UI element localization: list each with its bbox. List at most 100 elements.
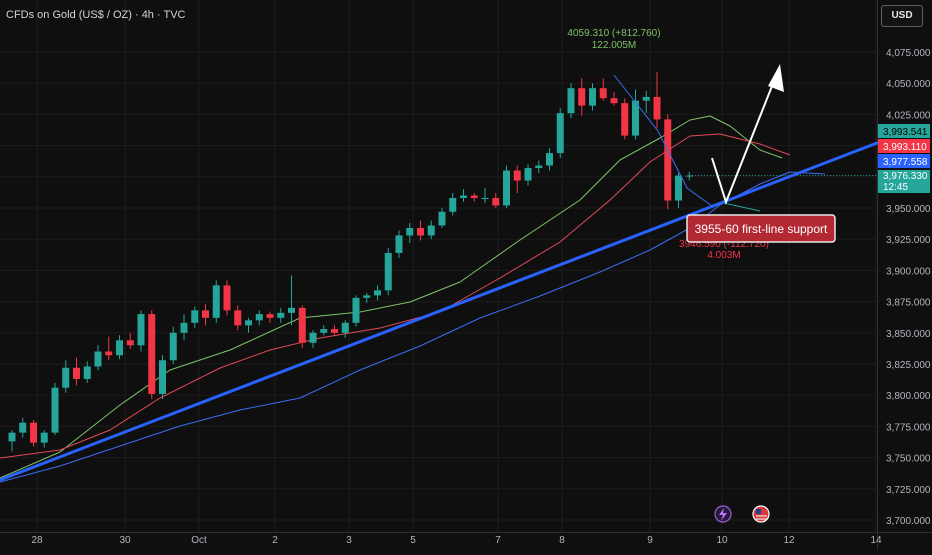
candle[interactable] (191, 306, 199, 328)
projection-arrow-line[interactable] (711, 75, 777, 205)
us-flag-event-icon[interactable] (752, 505, 770, 523)
candle[interactable] (642, 90, 650, 114)
candle[interactable] (148, 310, 156, 399)
candle-body (653, 96, 661, 120)
candle[interactable] (384, 247, 392, 296)
candle[interactable] (535, 160, 543, 174)
candle[interactable] (73, 357, 80, 386)
candle[interactable] (556, 108, 564, 159)
candle[interactable] (374, 285, 381, 301)
candle-body (19, 422, 27, 433)
candle[interactable] (309, 330, 317, 348)
candle-body (427, 225, 435, 236)
candle[interactable] (460, 189, 467, 202)
candle[interactable] (159, 355, 166, 399)
candle[interactable] (94, 345, 102, 371)
candle[interactable] (632, 89, 639, 140)
time-tick-label: 2 (272, 535, 278, 546)
candle[interactable] (481, 188, 489, 204)
candle[interactable] (503, 165, 510, 208)
candle-body (363, 295, 371, 298)
candle[interactable] (417, 220, 424, 241)
candle[interactable] (589, 83, 596, 111)
candle[interactable] (30, 420, 37, 447)
candle[interactable] (245, 317, 252, 333)
candle[interactable] (320, 325, 328, 336)
candle[interactable] (395, 230, 403, 258)
currency-button[interactable]: USD (881, 5, 923, 27)
candle[interactable] (492, 193, 500, 208)
candle[interactable] (169, 326, 177, 364)
candle[interactable] (277, 307, 285, 323)
candle[interactable] (255, 310, 263, 326)
candle[interactable] (664, 114, 672, 210)
candle[interactable] (298, 305, 306, 348)
candle[interactable] (546, 148, 553, 171)
candle[interactable] (116, 335, 123, 360)
candle[interactable] (363, 292, 371, 303)
candle[interactable] (331, 325, 338, 336)
candle[interactable] (180, 314, 188, 341)
candle-body (105, 351, 113, 356)
candle[interactable] (599, 78, 607, 101)
high-price-label: 4059.310 (+812.760) (567, 28, 660, 39)
lightning-event-icon[interactable] (714, 505, 732, 523)
candle[interactable] (524, 164, 532, 186)
high-volume-label: 122.005M (592, 40, 636, 51)
candle[interactable] (83, 361, 91, 383)
arrow-head-icon (768, 64, 784, 92)
candle[interactable] (449, 193, 457, 216)
candle-body (417, 227, 424, 236)
price-badge (878, 181, 930, 193)
candle[interactable] (578, 78, 586, 116)
candle[interactable] (352, 295, 360, 327)
candle[interactable] (288, 275, 295, 326)
measure-line (613, 74, 713, 207)
candle[interactable] (567, 83, 575, 119)
candle-body (395, 235, 403, 253)
candle[interactable] (8, 430, 16, 452)
candle-body (664, 119, 672, 201)
candle[interactable] (621, 98, 629, 140)
candle[interactable] (137, 310, 145, 352)
candle-body (513, 170, 521, 181)
candle[interactable] (653, 71, 661, 129)
candle[interactable] (470, 193, 478, 202)
candle[interactable] (19, 417, 27, 438)
candle[interactable] (105, 336, 113, 361)
candle-body (137, 314, 145, 346)
support-trendline[interactable] (0, 141, 879, 482)
time-tick-label: 28 (31, 535, 43, 546)
candle-body (266, 314, 274, 318)
candle[interactable] (438, 208, 446, 228)
price-tick-label: 4,050.000 (886, 79, 931, 90)
price-tick-label: 4,075.000 (886, 48, 931, 59)
candle[interactable] (202, 304, 209, 326)
candle[interactable] (40, 430, 48, 448)
candle-body (470, 195, 478, 199)
candle[interactable] (513, 165, 521, 194)
candle-body (341, 322, 349, 333)
candle[interactable] (51, 382, 59, 436)
candle[interactable] (266, 311, 274, 323)
candle-body (40, 432, 48, 443)
candle-body (255, 314, 263, 321)
candle-body (578, 88, 586, 106)
candle-body (51, 387, 59, 433)
candle[interactable] (427, 220, 435, 240)
candle[interactable] (62, 360, 70, 393)
price-tick-label: 3,900.000 (886, 266, 931, 277)
support-label-box[interactable] (686, 214, 836, 243)
candle[interactable] (234, 305, 242, 331)
candle-body (384, 252, 392, 291)
candle[interactable] (126, 332, 134, 350)
candle[interactable] (610, 91, 618, 106)
candle-body (245, 320, 252, 326)
candle[interactable] (406, 222, 414, 243)
candle[interactable] (212, 280, 220, 323)
candle[interactable] (675, 173, 682, 208)
candle[interactable] (223, 280, 231, 316)
candle[interactable] (341, 320, 349, 338)
